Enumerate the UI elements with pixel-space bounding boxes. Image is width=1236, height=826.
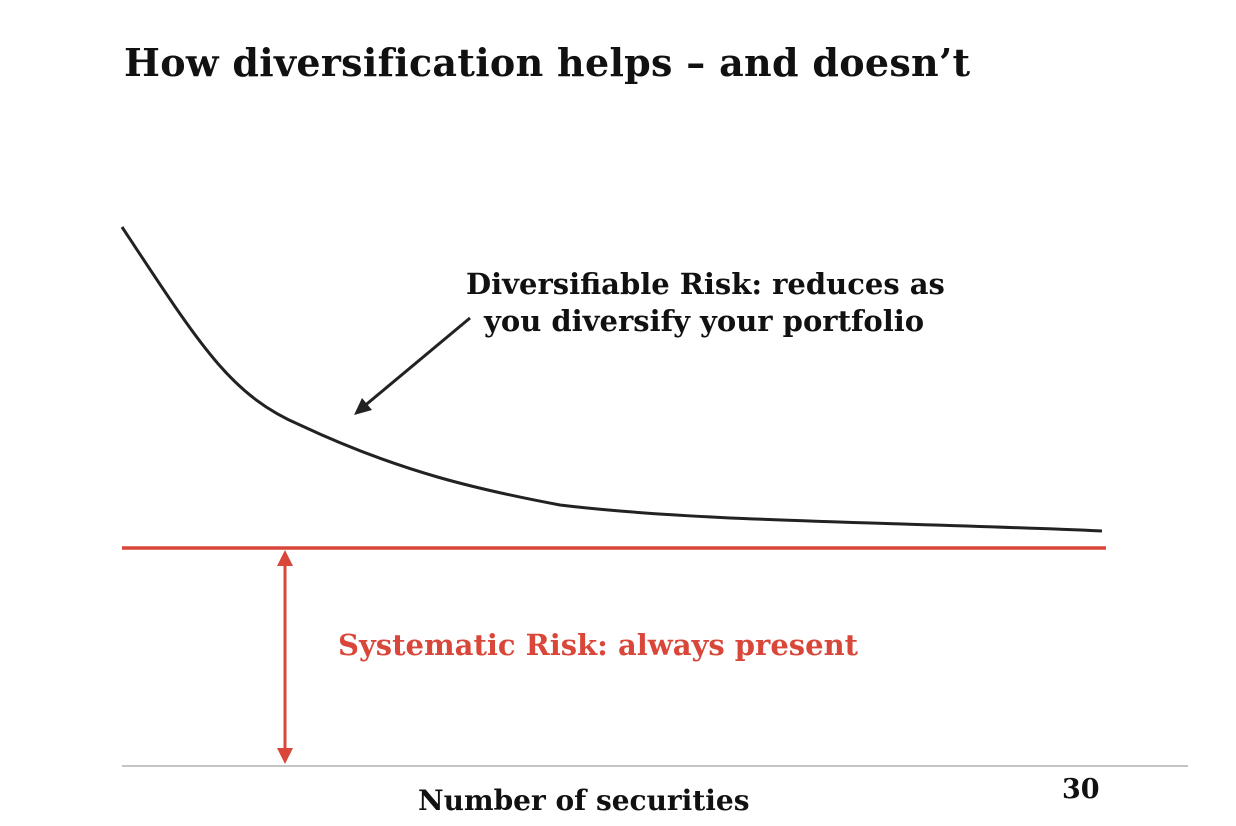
callout-arrowhead (354, 398, 372, 415)
double-arrow-top-head (277, 550, 293, 566)
slide-title: How diversification helps – and doesn’t (124, 40, 971, 85)
double-arrow-bottom-head (277, 748, 293, 764)
diversifiable-risk-label-line1: Diversifiable Risk: reduces as (466, 267, 945, 301)
systematic-risk-label: Systematic Risk: always present (338, 628, 859, 662)
diversifiable-risk-label-line2: you diversify your portfolio (484, 304, 925, 338)
diversifiable-risk-label: Diversifiable Risk: reduces as you diver… (466, 266, 1006, 340)
x-axis-label: Number of securities (418, 784, 750, 817)
callout-arrow (361, 316, 471, 410)
page-number: 30 (1062, 774, 1100, 805)
diversifiable-risk-curve (120, 226, 1103, 533)
